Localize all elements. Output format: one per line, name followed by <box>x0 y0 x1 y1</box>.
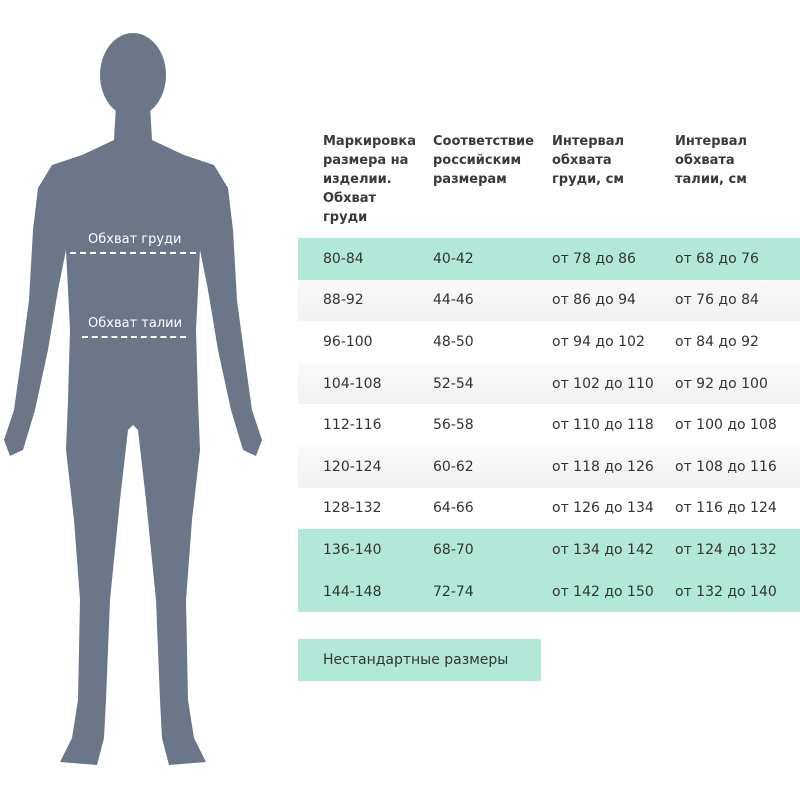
table-cell: от 118 до 126 <box>552 458 654 475</box>
table-cell: от 108 до 116 <box>675 458 777 475</box>
table-row: 128-132 64-66 от 126 до 134 от 116 до 124 <box>298 488 800 530</box>
table-cell: от 126 до 134 <box>552 500 654 517</box>
chest-line <box>70 252 196 254</box>
table-row: 104-108 52-54 от 102 до 110 от 92 до 100 <box>298 362 800 405</box>
table-cell: от 84 до 92 <box>675 333 759 350</box>
table-cell: 40-42 <box>433 250 474 267</box>
table-cell: 128-132 <box>323 500 382 517</box>
table-cell: 144-148 <box>323 583 382 600</box>
table-cell: 72-74 <box>433 583 474 600</box>
table-cell: от 124 до 132 <box>675 541 777 558</box>
table-cell: 112-116 <box>323 417 382 434</box>
table-cell: 88-92 <box>323 292 364 309</box>
table-cell: 56-58 <box>433 417 474 434</box>
header-cell: Интервал обхвата талии, см <box>675 134 748 187</box>
header-cell: Интервал обхвата груди, см <box>552 134 625 187</box>
table-cell: 80-84 <box>323 250 364 267</box>
table-row: 80-84 40-42 от 78 до 86 от 68 до 76 <box>298 238 800 280</box>
header-cell: Маркировка размера на изделии. Обхват гр… <box>323 134 417 225</box>
table-header: Маркировка размера на изделии. Обхват гр… <box>298 120 800 238</box>
table-cell: 68-70 <box>433 541 474 558</box>
header-cell: Соответствие российским размерам <box>433 134 534 187</box>
table-cell: 96-100 <box>323 333 373 350</box>
table-cell: 136-140 <box>323 541 382 558</box>
table-cell: от 92 до 100 <box>675 375 768 392</box>
waist-line <box>82 336 186 338</box>
table-cell: 60-62 <box>433 458 474 475</box>
table-cell: 120-124 <box>323 458 382 475</box>
table-row: 120-124 60-62 от 118 до 126 от 108 до 116 <box>298 445 800 488</box>
body <box>4 105 262 765</box>
table-cell: от 68 до 76 <box>675 250 759 267</box>
table-cell: от 102 до 110 <box>552 375 654 392</box>
table-cell: 48-50 <box>433 333 474 350</box>
table-cell: от 76 до 84 <box>675 292 759 309</box>
table-cell: 52-54 <box>433 375 474 392</box>
head <box>100 33 166 117</box>
table-cell: 104-108 <box>323 375 382 392</box>
table-cell: от 94 до 102 <box>552 333 645 350</box>
size-table: Маркировка размера на изделии. Обхват гр… <box>298 120 800 613</box>
table-row: 96-100 48-50 от 94 до 102 от 84 до 92 <box>298 321 800 363</box>
table-cell: от 78 до 86 <box>552 250 636 267</box>
table-cell: от 86 до 94 <box>552 292 636 309</box>
waist-label: Обхват талии <box>88 316 183 331</box>
table-cell: от 116 до 124 <box>675 500 777 517</box>
table-cell: 64-66 <box>433 500 474 517</box>
table-row: 136-140 68-70 от 134 до 142 от 124 до 132 <box>298 529 800 571</box>
table-cell: от 142 до 150 <box>552 583 654 600</box>
table-row: 112-116 56-58 от 110 до 118 от 100 до 108 <box>298 404 800 446</box>
nonstandard-sizes-legend: Нестандартные размеры <box>298 639 541 681</box>
table-cell: от 100 до 108 <box>675 417 777 434</box>
chest-label: Обхват груди <box>88 232 182 247</box>
table-cell: от 110 до 118 <box>552 417 654 434</box>
table-row: 88-92 44-46 от 86 до 94 от 76 до 84 <box>298 279 800 322</box>
table-cell: от 134 до 142 <box>552 541 654 558</box>
table-row: 144-148 72-74 от 142 до 150 от 132 до 140 <box>298 570 800 613</box>
table-cell: 44-46 <box>433 292 474 309</box>
body-silhouette <box>4 33 262 765</box>
table-cell: от 132 до 140 <box>675 583 777 600</box>
